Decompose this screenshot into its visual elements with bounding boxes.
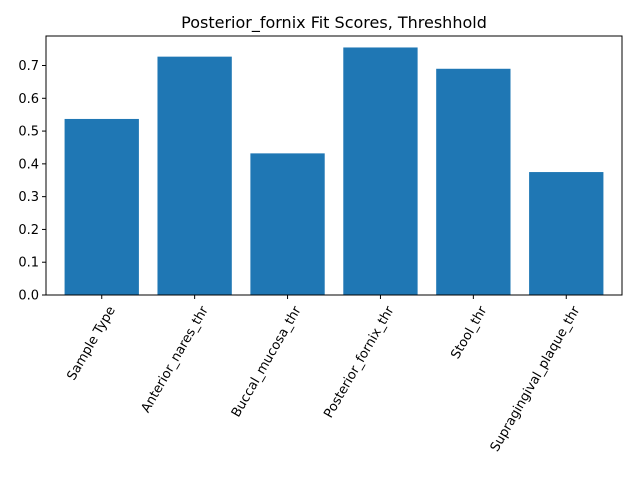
x-tick-label: Anterior_nares_thr bbox=[139, 303, 212, 415]
y-tick-label: 0.0 bbox=[18, 289, 39, 304]
y-tick-label: 0.3 bbox=[18, 190, 39, 205]
y-axis: 0.0 0.1 0.2 0.3 0.4 0.5 0.6 0.7 bbox=[18, 59, 46, 304]
y-tick-label: 0.2 bbox=[18, 223, 39, 238]
bar-4 bbox=[343, 47, 418, 295]
bar-2 bbox=[157, 56, 232, 296]
x-tick-label: Buccal_mucosa_thr bbox=[229, 303, 305, 420]
y-tick-label: 0.6 bbox=[18, 92, 39, 107]
y-tick-label: 0.5 bbox=[18, 125, 39, 140]
bar-6 bbox=[529, 172, 604, 295]
x-tick-label: Supragingival_plaque_thr bbox=[488, 303, 584, 454]
x-tick-label: Posterior_fornix_thr bbox=[321, 303, 397, 420]
y-tick-label: 0.4 bbox=[18, 157, 39, 172]
bar-5 bbox=[436, 68, 511, 295]
chart-title: Posterior_fornix Fit Scores, Threshhold bbox=[181, 13, 487, 33]
plot-frame bbox=[45, 35, 623, 296]
axes-frame bbox=[45, 35, 623, 296]
y-tick-label: 0.1 bbox=[18, 256, 39, 271]
bar-1 bbox=[64, 118, 139, 295]
bar-3 bbox=[250, 153, 325, 295]
bars-group bbox=[64, 47, 604, 296]
x-axis: Sample Type Anterior_nares_thr Buccal_muco… bbox=[64, 295, 584, 455]
x-tick-label: Sample Type bbox=[64, 304, 118, 383]
x-tick-label: Stool_thr bbox=[448, 303, 490, 361]
y-tick-label: 0.7 bbox=[18, 59, 39, 74]
